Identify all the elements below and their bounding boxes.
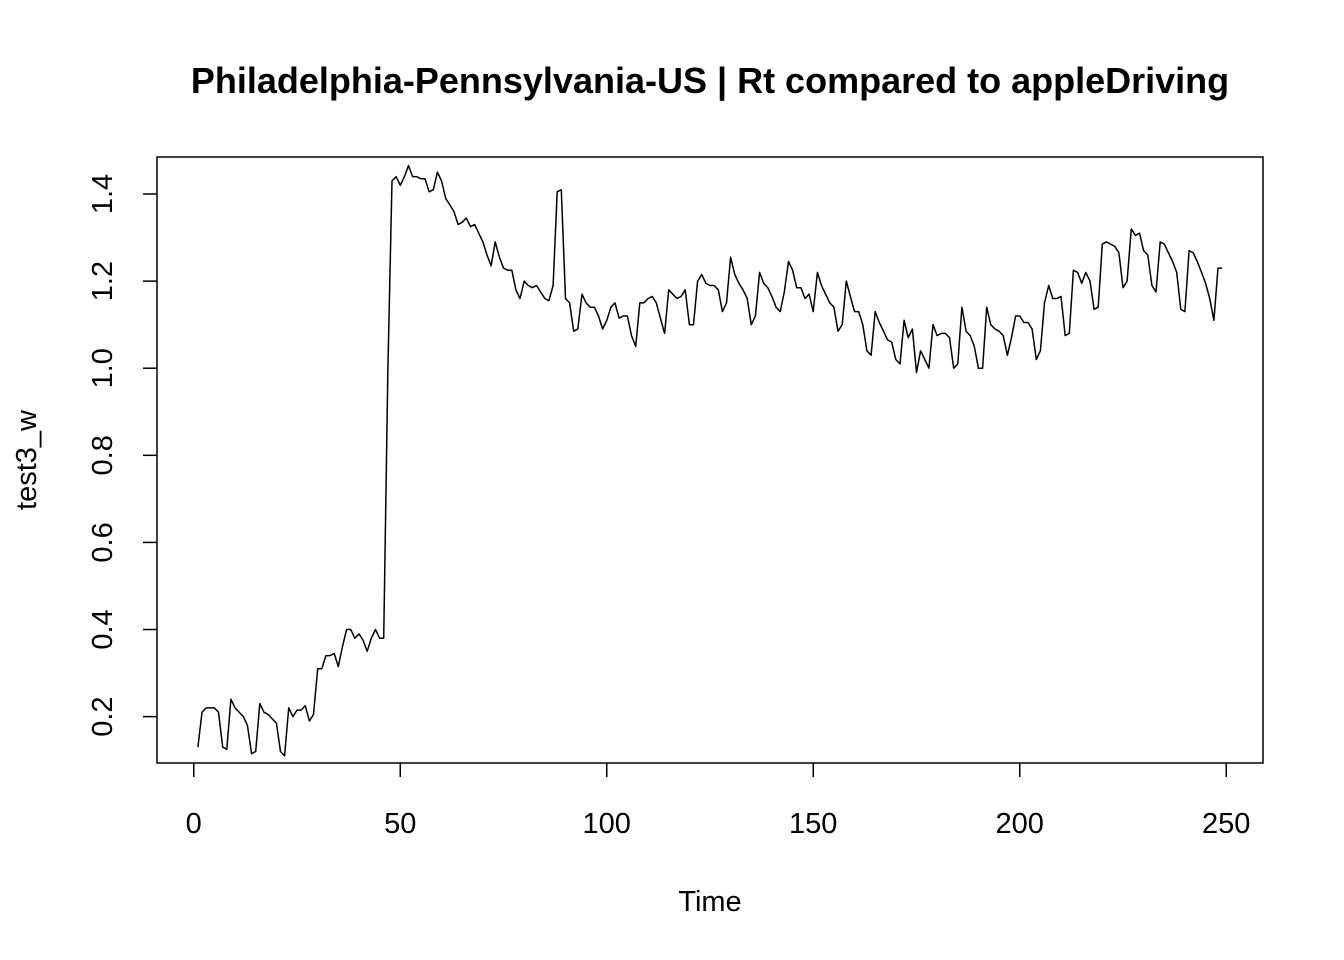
y-tick-label: 1.4 [87, 174, 119, 214]
plot-frame [156, 156, 1264, 764]
chart-title: Philadelphia-Pennsylvania-US | Rt compar… [191, 60, 1229, 102]
x-tick-label: 200 [996, 808, 1044, 840]
y-axis: 0.2 0.4 0.6 0.8 1.0 1.2 1.4 [87, 174, 157, 737]
y-tick-label: 0.4 [87, 609, 119, 649]
y-tick-label: 1.0 [87, 348, 119, 388]
y-tick-label: 0.6 [87, 522, 119, 562]
x-axis-label: Time [678, 886, 741, 918]
y-tick-label: 0.8 [87, 435, 119, 475]
x-tick-label: 0 [186, 808, 202, 840]
x-axis: 0 50 100 150 200 250 [186, 763, 1250, 840]
x-tick-label: 150 [789, 808, 837, 840]
x-tick-label: 250 [1202, 808, 1250, 840]
x-tick-label: 50 [384, 808, 416, 840]
y-tick-label: 0.2 [87, 696, 119, 736]
y-tick-label: 1.2 [87, 261, 119, 301]
x-tick-label: 100 [583, 808, 631, 840]
series-line [197, 164, 1223, 757]
y-axis-label: test3_w [11, 409, 43, 510]
